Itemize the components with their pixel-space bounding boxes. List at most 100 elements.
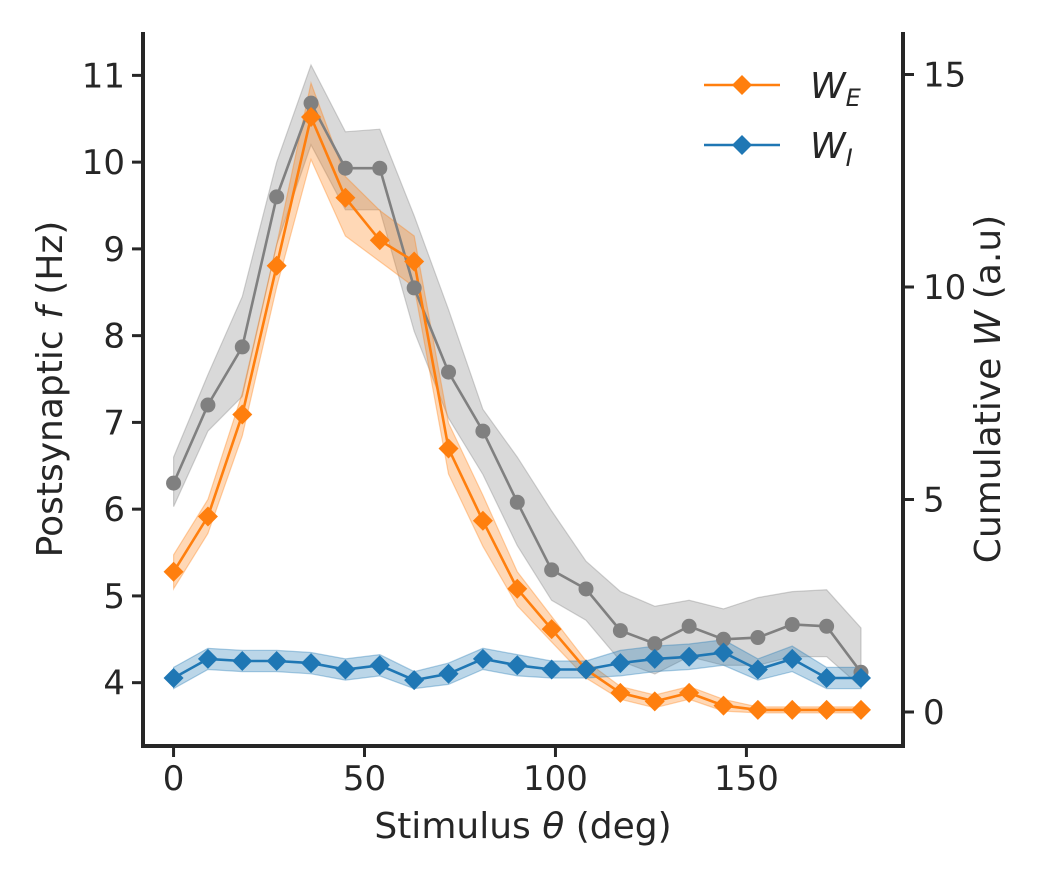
x-axis-label: Stimulus θ (deg) [374, 806, 671, 847]
y-left-tick-label-6: 6 [103, 490, 125, 530]
point-i-2 [232, 651, 253, 671]
point-series-0-16 [716, 631, 732, 647]
point-e-5 [335, 187, 356, 208]
point-i-6 [369, 655, 390, 676]
x-tick-label-50: 50 [343, 759, 386, 799]
point-e-14 [644, 691, 665, 712]
point-e-13 [610, 682, 631, 703]
point-series-0-6 [372, 160, 388, 176]
point-e-16 [713, 695, 734, 716]
legend-marker-i [732, 135, 752, 155]
point-series-0-1 [200, 397, 216, 413]
series-markers [163, 95, 871, 720]
y-right-tick-label-15: 15 [923, 56, 966, 96]
y-left-label-prefix: Postsynaptic [30, 319, 71, 557]
legend: WE WI [704, 66, 862, 172]
point-e-3 [266, 255, 287, 276]
y-left-tick-label-10: 10 [82, 143, 125, 183]
point-series-0-9 [475, 423, 491, 439]
point-e-2 [232, 404, 253, 425]
point-i-15 [679, 646, 700, 667]
point-series-0-11 [544, 562, 560, 578]
y-left-tick-label-11: 11 [82, 56, 125, 96]
y-left-label-suffix: (Hz) [30, 221, 71, 307]
point-i-1 [197, 648, 218, 669]
x-axis-label-var: θ [542, 806, 564, 847]
point-e-1 [197, 506, 218, 527]
point-i-14 [644, 648, 665, 669]
point-e-6 [369, 230, 390, 251]
point-series-0-7 [406, 280, 422, 296]
point-i-19 [816, 668, 837, 688]
y-right-tick-label-5: 5 [923, 481, 945, 521]
point-series-0-17 [750, 630, 766, 646]
point-i-8 [438, 663, 459, 684]
y-axis-label-left: Postsynaptic f (Hz) [30, 221, 71, 558]
legend-label-e: WE [810, 66, 862, 112]
point-e-8 [438, 438, 459, 459]
point-i-0 [163, 668, 184, 688]
point-e-15 [679, 682, 700, 703]
point-series-0-14 [647, 636, 663, 652]
x-ticks: 0 50 100 150 [163, 746, 779, 799]
x-axis-label-prefix: Stimulus [374, 806, 542, 847]
point-e-0 [163, 561, 184, 582]
point-series-0-4 [303, 95, 319, 111]
y-left-tick-label-8: 8 [103, 317, 125, 357]
point-i-11 [541, 659, 562, 680]
point-e-10 [507, 578, 528, 599]
y-right-label-var: W [968, 309, 1009, 346]
point-i-13 [610, 653, 631, 674]
point-series-0-8 [441, 364, 457, 380]
point-i-3 [266, 651, 287, 671]
point-series-0-15 [681, 618, 697, 634]
y-left-tick-label-9: 9 [103, 230, 125, 270]
point-i-10 [507, 655, 528, 676]
y-right-label-prefix: Cumulative [968, 346, 1009, 563]
y-left-tick-label-5: 5 [103, 577, 125, 617]
point-i-4 [301, 653, 322, 674]
point-series-0-12 [578, 581, 594, 597]
y-right-tick-label-0: 0 [923, 693, 945, 733]
x-tick-label-150: 150 [714, 759, 779, 799]
point-e-18 [782, 699, 803, 720]
point-series-0-5 [337, 160, 353, 176]
point-series-0-10 [509, 494, 525, 510]
y-right-tick-label-10: 10 [923, 268, 966, 308]
x-axis-label-suffix: (deg) [564, 806, 671, 847]
point-series-0-13 [612, 623, 628, 639]
point-e-17 [747, 699, 768, 720]
point-i-18 [782, 648, 803, 669]
point-series-0-3 [269, 189, 285, 205]
x-tick-label-100: 100 [523, 759, 588, 799]
point-i-5 [335, 659, 356, 680]
point-i-20 [850, 668, 871, 688]
point-series-0-18 [784, 617, 800, 633]
y-ticks-left: 4 5 6 7 8 9 10 11 [82, 56, 143, 704]
y-ticks-right: 0 5 10 15 [903, 56, 966, 733]
point-i-12 [576, 659, 597, 680]
point-e-7 [404, 251, 425, 272]
y-left-tick-label-7: 7 [103, 403, 125, 443]
point-e-9 [472, 510, 493, 531]
point-e-19 [816, 699, 837, 720]
point-series-0-0 [166, 475, 182, 491]
legend-marker-e [732, 75, 752, 95]
point-series-0-2 [234, 339, 250, 355]
point-i-7 [404, 670, 425, 691]
point-e-11 [541, 619, 562, 640]
point-e-20 [850, 699, 871, 720]
point-i-9 [472, 648, 493, 669]
point-e-4 [301, 107, 322, 127]
point-i-16 [713, 642, 734, 663]
y-axis-label-right: Cumulative W (a.u) [968, 215, 1009, 563]
axes [141, 32, 905, 748]
legend-label-i: WI [810, 126, 853, 172]
y-left-tick-label-4: 4 [103, 664, 125, 704]
y-right-label-suffix: (a.u) [968, 215, 1009, 311]
point-i-17 [747, 659, 768, 680]
confidence-bands [173, 63, 862, 714]
point-series-0-19 [819, 618, 835, 634]
x-tick-label-0: 0 [163, 759, 185, 799]
